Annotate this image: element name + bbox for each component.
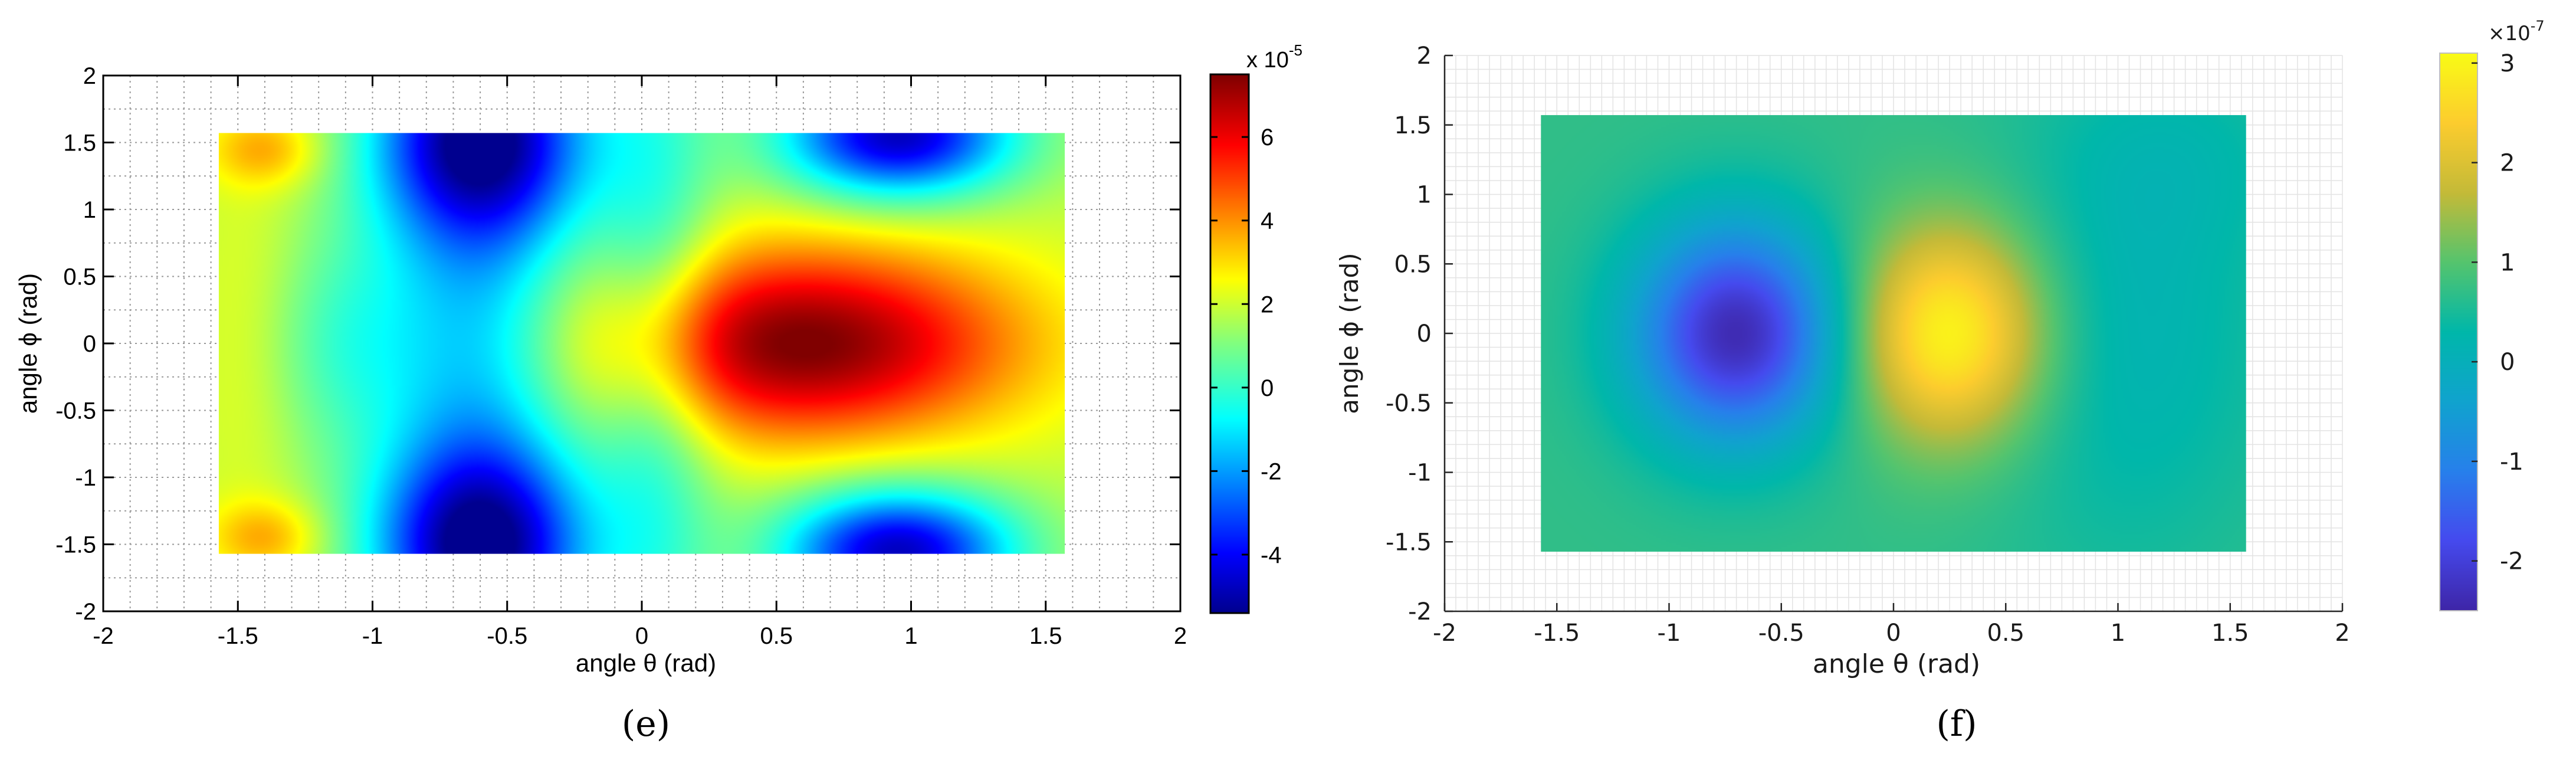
y-tick-label-e: 0.5 [63,264,96,290]
y-tick-labels-f: -2 -1.5 -1 -0.5 0 0.5 1 1.5 2 [1386,42,1432,625]
x-tick-label-e: 1 [904,623,917,649]
x-tick-label-f: 1.5 [2211,620,2249,647]
y-tick-labels-e: -2 -1.5 -1 -0.5 0 0.5 1 1.5 2 [55,63,96,625]
x-tick-label-f: 1 [2111,620,2125,647]
y-tick-label-f: 1 [1417,182,1432,209]
colorbar-tick-label-e: 0 [1261,375,1274,401]
colorbar-tick-label-e: 4 [1261,208,1274,234]
chart-e: -2 -1.5 -1 -0.5 0 0.5 1 1.5 2 -2 -1.5 -1 -0.5 0 0.5 1 1… [14,41,1302,745]
x-tick-label-e: 1.5 [1029,623,1062,649]
x-tick-label-e: -0.5 [487,623,527,649]
colorbar-tick-label-f: 3 [2500,50,2515,77]
y-tick-label-e: -2 [75,599,96,625]
colorbar-tick-label-e: -2 [1261,458,1282,484]
x-tick-label-e: -1 [362,623,383,649]
y-axis-label-e: angle ϕ (rad) [14,273,42,414]
colorbar-tick-label-f: 0 [2500,349,2515,376]
x-tick-label-e: 0.5 [760,623,793,649]
y-axis-label-f: angle ϕ (rad) [1335,253,1364,414]
x-tick-label-f: 0 [1886,620,1901,647]
y-tick-label-e: 2 [83,63,96,89]
colorbar-tick-label-e: 2 [1261,291,1274,317]
axes-f [1443,54,2344,612]
colorbar-tick-label-f: -2 [2500,548,2524,575]
colorbar-multiplier-e: x 10-5 [1246,41,1302,73]
colorbar-tick-label-f: 2 [2500,150,2515,177]
y-tick-label-f: 1.5 [1394,112,1432,139]
y-tick-label-e: 1.5 [63,130,96,156]
heatmap-f [1541,115,2246,552]
colorbar-tick-label-f: 1 [2500,249,2515,276]
x-tick-labels-e: -2 -1.5 -1 -0.5 0 0.5 1 1.5 2 [93,623,1187,649]
x-tick-label-f: 0.5 [1987,620,2024,647]
y-tick-label-f: -1 [1408,460,1432,487]
y-tick-label-e: -1.5 [55,532,96,558]
colorbar-e [1210,74,1249,613]
ticks-e [102,74,1182,612]
y-tick-label-f: -0.5 [1386,390,1432,417]
x-tick-label-f: -1.5 [1534,620,1580,647]
y-tick-label-e: -1 [75,465,96,491]
colorbar-multiplier-f: ×10-7 [2488,18,2545,45]
x-tick-label-f: -2 [1433,620,1456,647]
colorbar-frame-e [1209,73,1250,614]
x-tick-label-f: -0.5 [1758,620,1804,647]
x-tick-label-e: -2 [93,623,114,649]
colorbar-tick-label-f: -1 [2500,448,2524,476]
x-axis-label-e: angle θ (rad) [576,649,716,677]
x-tick-label-f: 2 [2335,620,2349,647]
y-tick-label-f: 0 [1417,320,1432,348]
x-tick-label-f: -1 [1658,620,1681,647]
y-tick-label-f: 2 [1417,42,1432,70]
colorbar-frame-f [2439,53,2478,611]
x-tick-labels-f: -2 -1.5 -1 -0.5 0 0.5 1 1.5 2 [1433,620,2350,647]
colorbar-f [2440,53,2477,611]
y-tick-label-f: -1.5 [1386,529,1432,556]
y-tick-label-e: 0 [83,331,96,357]
chart-f: -2 -1.5 -1 -0.5 0 0.5 1 1.5 2 -2 -1.5 -1 -0.5 0 0.5 1 1… [1335,18,2545,745]
x-tick-label-e: -1.5 [218,623,258,649]
y-tick-label-f: -2 [1408,598,1432,625]
y-tick-label-e: 1 [83,197,96,223]
colorbar-tick-label-e: 6 [1261,125,1274,150]
colorbar-ticks-f: -2 -1 0 1 2 3 [2472,50,2524,575]
heatmap-e [218,133,1065,554]
y-tick-label-f: 0.5 [1394,251,1432,278]
x-tick-label-e: 2 [1174,623,1187,649]
panel-label-e: (e) [622,703,670,745]
x-axis-label-f: angle θ (rad) [1813,649,1980,679]
panel-label-f: (f) [1936,703,1977,745]
colorbar-ticks-e: -4 -2 0 2 4 6 [1210,125,1282,568]
colorbar-tick-label-e: -4 [1261,542,1282,568]
x-tick-label-e: 0 [635,623,648,649]
y-tick-label-e: -0.5 [55,398,96,424]
